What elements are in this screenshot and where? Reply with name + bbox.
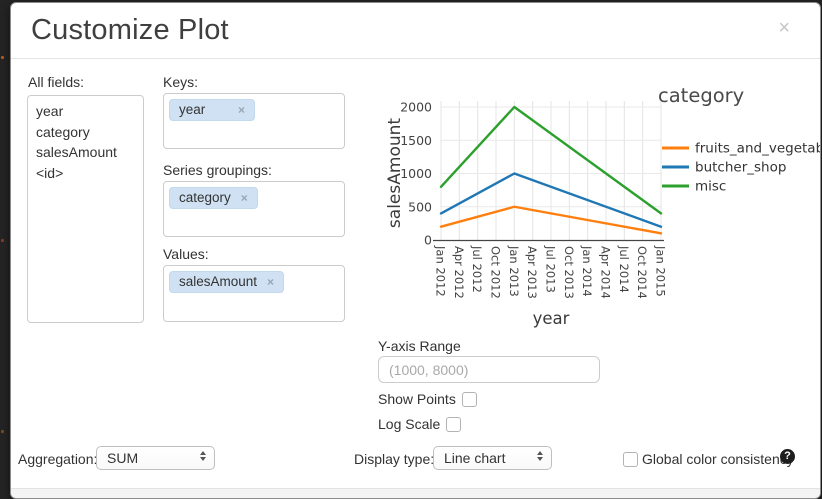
svg-text:butcher_shop: butcher_shop — [695, 160, 786, 176]
svg-text:Apr 2013: Apr 2013 — [525, 246, 539, 299]
dialog-header: Customize Plot × — [11, 3, 820, 59]
keys-dropzone[interactable]: year × — [163, 93, 345, 149]
show-points-checkbox[interactable] — [461, 391, 477, 407]
select-arrows-icon — [200, 451, 206, 461]
svg-text:Jul 2013: Jul 2013 — [544, 245, 558, 293]
all-fields-label: All fields: — [28, 74, 85, 90]
show-points-row: Show Points — [378, 391, 477, 407]
plot-preview-chart: 0 500 1000 1500 2000 Jan 2012 Apr 2012 Jul 2012… — [381, 61, 821, 333]
help-icon[interactable]: ? — [780, 449, 795, 464]
background-artifact — [1, 430, 4, 433]
svg-text:Jan 2012: Jan 2012 — [434, 245, 448, 297]
select-arrows-icon — [537, 451, 543, 461]
log-scale-checkbox[interactable] — [446, 416, 462, 432]
series-tag[interactable]: category × — [169, 187, 258, 209]
svg-text:Jan 2014: Jan 2014 — [580, 245, 594, 297]
all-fields-list[interactable]: year category salesAmount <id> — [27, 95, 144, 323]
svg-text:year: year — [533, 309, 570, 328]
series-groupings-dropzone[interactable]: category × — [163, 181, 345, 237]
svg-text:500: 500 — [408, 199, 432, 214]
background-artifact — [1, 239, 4, 242]
display-type-select[interactable]: Line chart — [433, 446, 552, 470]
remove-tag-icon[interactable]: × — [237, 102, 245, 117]
value-tag[interactable]: salesAmount × — [169, 271, 285, 293]
close-icon[interactable]: × — [778, 17, 790, 39]
field-item[interactable]: <id> — [36, 164, 64, 181]
customize-plot-dialog: Customize Plot × All fields: year categor… — [10, 2, 821, 499]
svg-text:2000: 2000 — [400, 100, 432, 115]
keys-label: Keys: — [163, 74, 199, 90]
y-axis-range-input[interactable] — [378, 356, 600, 383]
field-item[interactable]: year — [36, 103, 64, 119]
background-artifact — [1, 56, 4, 59]
svg-text:Apr 2014: Apr 2014 — [599, 246, 613, 299]
svg-text:1000: 1000 — [400, 166, 432, 181]
field-item[interactable]: category — [36, 123, 90, 140]
value-tag-label: salesAmount — [179, 274, 258, 289]
svg-text:Oct 2012: Oct 2012 — [489, 246, 503, 299]
global-color-checkbox[interactable] — [623, 452, 638, 467]
svg-text:category: category — [658, 84, 744, 107]
svg-text:fruits_and_vegetables: fruits_and_vegetables — [695, 141, 821, 157]
svg-text:1500: 1500 — [400, 133, 432, 148]
remove-tag-icon[interactable]: × — [267, 274, 275, 289]
key-tag-label: year — [179, 102, 206, 117]
svg-text:Jul 2014: Jul 2014 — [617, 245, 631, 293]
values-label: Values: — [163, 246, 209, 262]
dialog-title: Customize Plot — [31, 14, 229, 46]
display-type-label: Display type: — [354, 451, 435, 467]
svg-text:misc: misc — [695, 179, 726, 195]
log-scale-row: Log Scale — [378, 416, 462, 432]
log-scale-label: Log Scale — [378, 416, 441, 432]
svg-text:0: 0 — [424, 233, 432, 248]
aggregation-label: Aggregation: — [18, 451, 98, 467]
svg-text:Apr 2012: Apr 2012 — [452, 246, 466, 299]
values-dropzone[interactable]: salesAmount × — [163, 265, 345, 322]
svg-text:Oct 2014: Oct 2014 — [635, 246, 649, 299]
show-points-label: Show Points — [378, 391, 456, 407]
remove-tag-icon[interactable]: × — [240, 190, 248, 205]
svg-text:Jul 2012: Jul 2012 — [470, 245, 484, 293]
global-color-label: Global color consistency — [642, 451, 794, 467]
svg-text:Jan 2015: Jan 2015 — [654, 245, 668, 297]
aggregation-select-value: SUM — [107, 450, 139, 466]
svg-text:Jan 2013: Jan 2013 — [507, 245, 521, 297]
svg-text:salesAmount: salesAmount — [385, 118, 405, 228]
field-item[interactable]: salesAmount — [36, 144, 117, 160]
y-axis-range-label: Y-axis Range — [378, 338, 461, 354]
series-groupings-label: Series groupings: — [163, 162, 272, 178]
dialog-footer — [11, 488, 820, 498]
display-type-select-value: Line chart — [444, 450, 506, 466]
svg-text:Oct 2013: Oct 2013 — [562, 246, 576, 299]
aggregation-select[interactable]: SUM — [96, 446, 215, 470]
key-tag[interactable]: year × — [169, 99, 255, 121]
series-tag-label: category — [179, 190, 231, 205]
